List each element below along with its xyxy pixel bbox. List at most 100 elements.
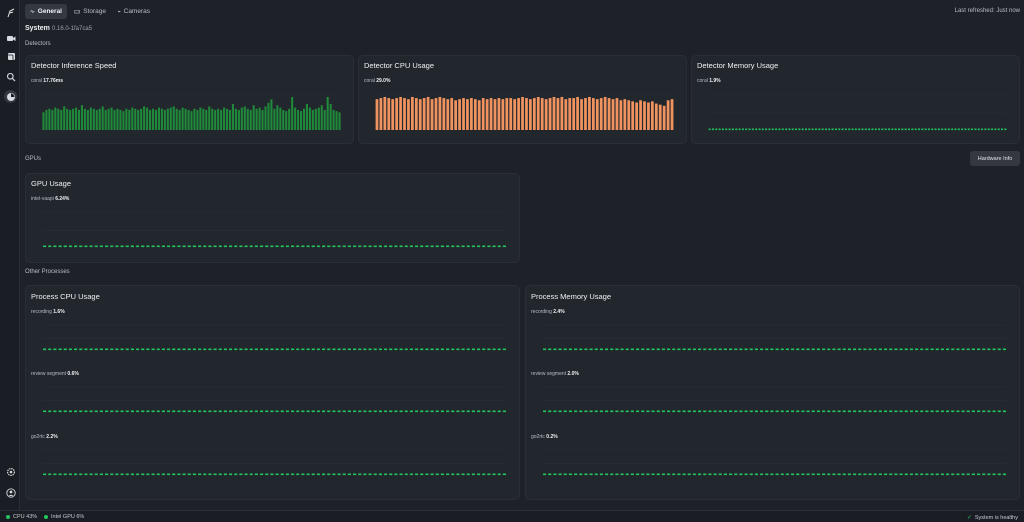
sidebar bbox=[0, 0, 20, 510]
chart-point bbox=[992, 348, 996, 351]
chart-bar bbox=[399, 96, 402, 130]
chart-point bbox=[940, 410, 944, 413]
chart-point bbox=[677, 473, 681, 476]
chart-point bbox=[977, 473, 981, 476]
chart-point bbox=[605, 473, 609, 476]
chart-point bbox=[796, 410, 800, 413]
chart-point bbox=[920, 348, 924, 351]
tab-storage[interactable]: Storage bbox=[69, 4, 111, 19]
chart-point bbox=[708, 348, 712, 351]
chart-bar bbox=[650, 101, 654, 130]
explore-search-icon[interactable] bbox=[4, 70, 17, 83]
chart-bar bbox=[426, 96, 430, 130]
chart-point bbox=[841, 128, 844, 131]
chart-point bbox=[899, 410, 903, 413]
chart-bar bbox=[178, 109, 181, 130]
chart-point bbox=[806, 410, 810, 413]
chart-point bbox=[192, 348, 196, 351]
chart-point bbox=[446, 410, 450, 413]
chart-bar bbox=[635, 102, 639, 130]
chart-svg bbox=[542, 449, 1007, 476]
chart-point bbox=[630, 348, 634, 351]
chart-point bbox=[115, 348, 119, 351]
chart-point bbox=[218, 410, 222, 413]
chart-point bbox=[265, 245, 269, 248]
tab-general[interactable]: General bbox=[25, 4, 67, 19]
chart-point bbox=[399, 473, 403, 476]
review-icon[interactable] bbox=[4, 50, 17, 63]
chart-point bbox=[770, 473, 774, 476]
chart-point bbox=[795, 128, 798, 131]
chart-point bbox=[68, 473, 72, 476]
chart-point bbox=[847, 410, 851, 413]
hardware-info-button[interactable]: Hardware Info bbox=[970, 151, 1020, 166]
chart-point bbox=[898, 128, 901, 131]
chart-point bbox=[275, 245, 279, 248]
chart-point bbox=[909, 410, 913, 413]
chart-svg bbox=[542, 386, 1007, 413]
chart-point bbox=[94, 245, 98, 248]
tab-cameras[interactable]: Cameras bbox=[113, 4, 155, 19]
chart-point bbox=[599, 473, 603, 476]
chart-point bbox=[306, 348, 310, 351]
chart-point bbox=[847, 473, 851, 476]
chart-point bbox=[239, 348, 243, 351]
chart-point bbox=[927, 128, 930, 131]
chart-point bbox=[822, 410, 826, 413]
chart-point bbox=[48, 348, 52, 351]
chart-point bbox=[502, 245, 506, 248]
chart-bar bbox=[410, 96, 414, 130]
chart-bar bbox=[556, 98, 560, 130]
chart-bar bbox=[202, 108, 205, 130]
chart-point bbox=[863, 348, 867, 351]
chart-point bbox=[816, 348, 820, 351]
chart-bar bbox=[199, 107, 202, 130]
account-icon[interactable] bbox=[4, 486, 17, 499]
chart-point bbox=[594, 410, 598, 413]
chart-point bbox=[311, 410, 315, 413]
chart-point bbox=[466, 348, 470, 351]
chart-point bbox=[254, 473, 258, 476]
chart-point bbox=[935, 348, 939, 351]
chart-point bbox=[982, 410, 986, 413]
chart-point bbox=[778, 128, 781, 131]
system-health-status[interactable]: ✓ System is healthy bbox=[966, 514, 1018, 522]
chart-point bbox=[818, 128, 821, 131]
chart-point bbox=[977, 410, 981, 413]
chart-point bbox=[961, 128, 964, 131]
chart-svg bbox=[708, 93, 1007, 131]
chart-point bbox=[749, 348, 753, 351]
chart-point bbox=[394, 410, 398, 413]
live-camera-icon[interactable] bbox=[4, 31, 17, 44]
chart-bar bbox=[258, 107, 261, 130]
chart-point bbox=[296, 410, 300, 413]
chart-point bbox=[946, 410, 950, 413]
chart-point bbox=[770, 410, 774, 413]
chart-bar bbox=[137, 109, 140, 130]
chart-bar bbox=[252, 105, 255, 130]
frigate-logo-icon[interactable] bbox=[4, 6, 17, 19]
chart-point bbox=[260, 410, 264, 413]
chart-point bbox=[884, 128, 887, 131]
chart-point bbox=[311, 348, 315, 351]
chart-point bbox=[151, 348, 155, 351]
chart-point bbox=[755, 128, 758, 131]
chart-point bbox=[440, 410, 444, 413]
chart-bar bbox=[264, 106, 267, 130]
chart-bar bbox=[462, 98, 465, 130]
chart-bar bbox=[517, 98, 520, 130]
chart-point bbox=[625, 473, 629, 476]
chart-point bbox=[574, 473, 578, 476]
series-label: go2rtc 2.2% bbox=[31, 434, 58, 440]
chart-point bbox=[229, 473, 233, 476]
chart-point bbox=[584, 473, 588, 476]
chart-point bbox=[785, 348, 789, 351]
series-label: coral 1.9% bbox=[697, 78, 721, 84]
chart-bar bbox=[615, 98, 619, 130]
chart-point bbox=[837, 410, 841, 413]
chart-point bbox=[874, 128, 877, 131]
system-metrics-icon[interactable] bbox=[4, 90, 17, 103]
settings-gear-icon[interactable] bbox=[4, 465, 17, 478]
card-title: Detector CPU Usage bbox=[364, 61, 435, 70]
chart-bar bbox=[89, 107, 92, 130]
